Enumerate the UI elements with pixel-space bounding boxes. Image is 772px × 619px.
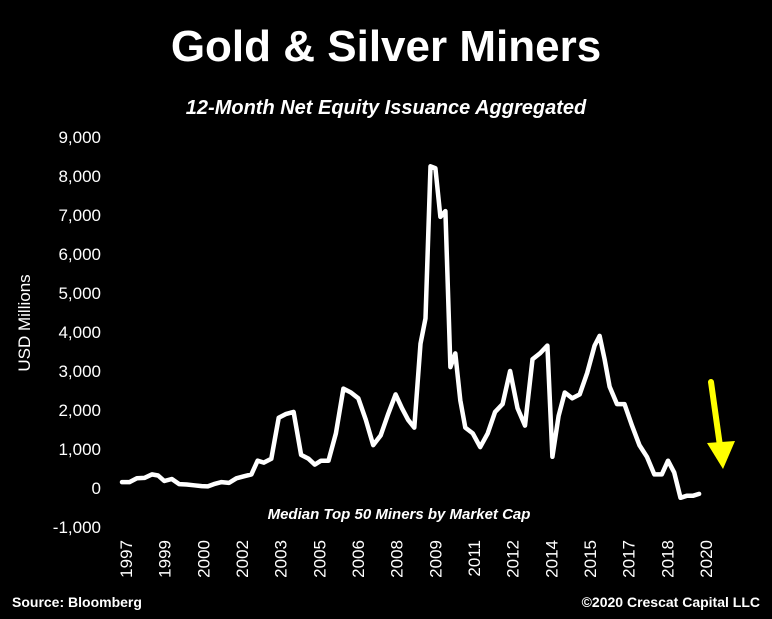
x-tick-label: 2015 xyxy=(581,540,600,578)
chart-subtitle: 12-Month Net Equity Issuance Aggregated xyxy=(185,97,587,119)
x-tick-label: 2005 xyxy=(310,540,329,578)
x-tick-label: 2002 xyxy=(233,540,252,578)
x-tick-label: 2006 xyxy=(349,540,368,578)
x-tick-label: 2009 xyxy=(426,540,445,578)
copyright-note: ©2020 Crescat Capital LLC xyxy=(581,594,760,610)
x-tick-label: 2017 xyxy=(620,540,639,578)
x-tick-label: 1997 xyxy=(117,540,136,578)
y-tick-label: 9,000 xyxy=(58,128,101,147)
series-line xyxy=(119,164,702,501)
y-tick-label: -1,000 xyxy=(53,518,101,537)
x-tick-label: 2018 xyxy=(658,540,677,578)
y-tick-label: 8,000 xyxy=(58,167,101,186)
chart-annotation: Median Top 50 Miners by Market Cap xyxy=(268,506,531,523)
x-axis-ticks: 1997 1999 2000 2002 2003 2005 2006 2008 2009 2011… xyxy=(117,540,716,578)
y-tick-label: 1,000 xyxy=(58,440,101,459)
y-tick-label: 5,000 xyxy=(58,284,101,303)
x-tick-label: 1999 xyxy=(156,540,175,578)
y-tick-label: 2,000 xyxy=(58,401,101,420)
x-tick-label: 2014 xyxy=(542,540,561,578)
x-tick-label: 2008 xyxy=(388,540,407,578)
source-note: Source: Bloomberg xyxy=(12,594,142,610)
y-tick-label: 4,000 xyxy=(58,323,101,342)
y-tick-label: 3,000 xyxy=(58,362,101,381)
x-tick-label: 2000 xyxy=(194,540,213,578)
y-axis-ticks: -1,000 0 1,000 2,000 3,000 4,000 5,000 6,000 7,0… xyxy=(53,128,101,537)
chart-title: Gold & Silver Miners xyxy=(170,22,602,71)
y-tick-label: 7,000 xyxy=(58,206,101,225)
down-arrow-icon xyxy=(707,379,735,469)
y-tick-label: 0 xyxy=(92,479,101,498)
y-tick-label: 6,000 xyxy=(58,245,101,264)
x-tick-label: 2003 xyxy=(272,540,291,578)
y-axis-label: USD Millions xyxy=(15,274,34,371)
x-tick-label: 2011 xyxy=(465,540,484,577)
x-tick-label: 2020 xyxy=(697,540,716,578)
x-tick-label: 2012 xyxy=(504,540,523,578)
